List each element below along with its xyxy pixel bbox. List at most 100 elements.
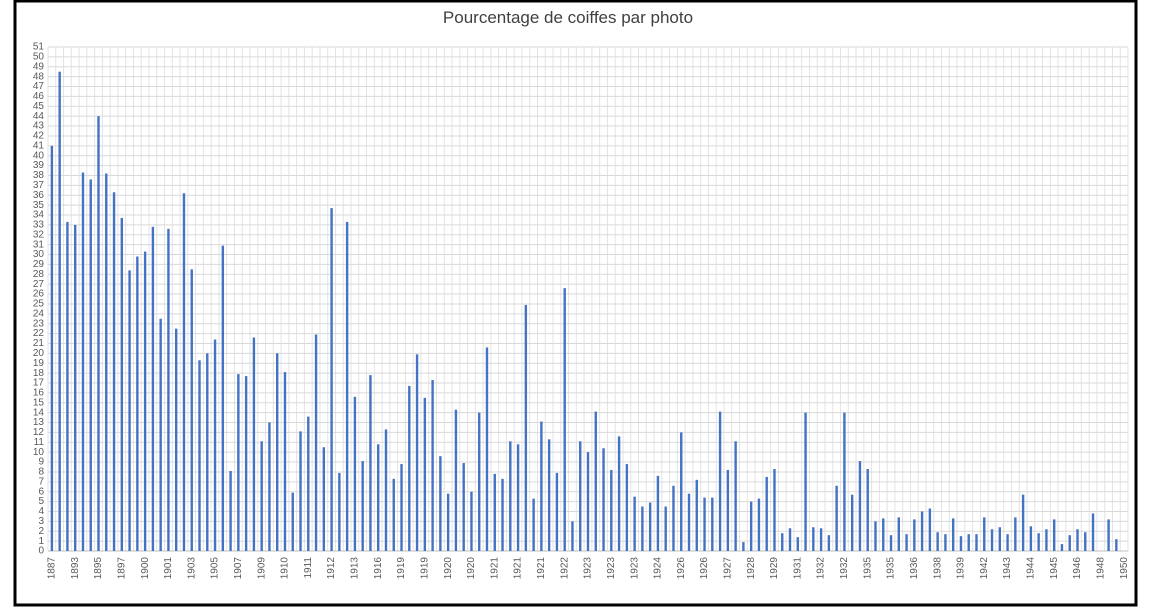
y-tick-label: 24 (33, 308, 45, 319)
y-tick-label: 27 (33, 279, 45, 290)
bar (190, 269, 193, 551)
bar (594, 411, 597, 551)
y-tick-label: 39 (33, 160, 45, 171)
x-tick-label: 1924 (653, 557, 664, 580)
bar (400, 464, 403, 551)
bar (951, 518, 955, 551)
bar (1029, 526, 1033, 551)
bar (897, 517, 900, 551)
y-tick-label: 33 (33, 220, 45, 231)
bar (128, 270, 131, 551)
bar (470, 491, 473, 551)
x-tick-label: 1922 (559, 557, 570, 580)
y-tick-label: 28 (33, 269, 45, 280)
bar (936, 532, 939, 551)
x-tick-label: 1920 (466, 557, 477, 580)
bar (322, 447, 326, 551)
x-tick-label: 1923 (606, 557, 617, 580)
bar (454, 409, 458, 551)
bar (439, 456, 442, 551)
bar (345, 221, 349, 551)
bar (1084, 532, 1087, 551)
bar (990, 529, 994, 551)
bar (765, 476, 768, 551)
chart-title: Pourcentage de coiffes par photo (443, 8, 693, 27)
x-tick-label: 1900 (140, 557, 151, 580)
y-tick-label: 11 (34, 437, 45, 448)
bar (617, 436, 621, 551)
bar (804, 412, 807, 551)
bar (773, 468, 776, 551)
x-tick-label: 1939 (956, 557, 967, 580)
x-tick-label: 1903 (186, 557, 197, 580)
bar (571, 521, 574, 551)
bar (392, 478, 395, 551)
bar (120, 217, 124, 551)
bar (889, 535, 893, 551)
x-tick-label: 1926 (676, 557, 687, 580)
bar (819, 528, 823, 551)
bar (788, 528, 792, 551)
bar (882, 518, 885, 551)
x-tick-label: 1911 (303, 557, 314, 579)
x-tick-label: 1916 (373, 557, 384, 580)
y-tick-label: 15 (33, 397, 45, 408)
bar (563, 288, 566, 551)
bar (167, 228, 170, 551)
bar (850, 494, 854, 551)
bar (159, 318, 162, 551)
bar (1021, 494, 1025, 551)
bar (602, 448, 605, 551)
bar (408, 385, 411, 551)
bar (66, 221, 69, 551)
y-tick-label: 8 (38, 467, 44, 478)
bar (206, 353, 209, 551)
x-tick-label: 1923 (583, 557, 594, 580)
bar (330, 208, 333, 552)
x-tick-label: 1921 (513, 557, 524, 580)
x-tick-label: 1945 (1049, 557, 1060, 580)
bar (680, 432, 683, 551)
bar (524, 304, 528, 551)
bar (695, 479, 698, 551)
bar (377, 444, 380, 551)
bar (73, 224, 77, 551)
x-tick-label: 1920 (443, 557, 454, 580)
bar (299, 431, 302, 551)
bar (353, 396, 357, 551)
y-tick-label: 32 (33, 229, 45, 240)
bar (361, 461, 364, 551)
x-tick-label: 1928 (746, 557, 757, 580)
y-tick-label: 31 (33, 239, 45, 250)
bar (89, 179, 92, 551)
bar (726, 469, 730, 551)
bar (423, 397, 427, 551)
bar (229, 470, 232, 551)
y-tick-label: 29 (33, 259, 45, 270)
x-tick-label: 1919 (396, 557, 407, 580)
bar (221, 245, 225, 551)
bar (959, 536, 963, 551)
y-tick-label: 18 (33, 368, 45, 379)
x-tick-label: 1907 (233, 557, 244, 580)
bar (1060, 544, 1064, 551)
bar (781, 533, 784, 551)
bar (509, 441, 512, 551)
bar (1045, 529, 1048, 551)
bar (431, 380, 434, 551)
y-tick-label: 3 (38, 516, 44, 527)
bar (905, 534, 908, 551)
bar (143, 251, 147, 552)
bar (105, 173, 108, 551)
bar (1037, 533, 1040, 551)
bar (112, 192, 116, 552)
y-tick-label: 45 (33, 101, 45, 112)
y-tick-label: 23 (33, 318, 45, 329)
bar (1115, 539, 1118, 551)
bar (462, 463, 465, 551)
bar (586, 452, 590, 551)
y-tick-label: 42 (33, 131, 45, 142)
x-tick-label: 1926 (699, 557, 710, 580)
bar (268, 422, 271, 551)
bar (874, 521, 877, 551)
